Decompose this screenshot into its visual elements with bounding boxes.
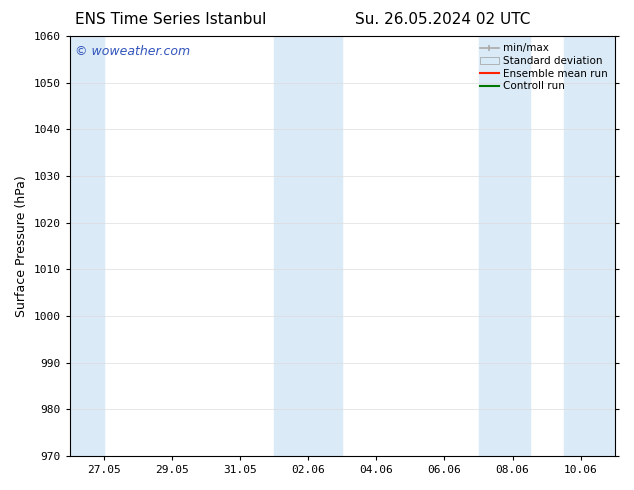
Bar — [479, 36, 529, 456]
Text: ENS Time Series Istanbul: ENS Time Series Istanbul — [75, 12, 266, 27]
Bar — [274, 36, 342, 456]
Y-axis label: Surface Pressure (hPa): Surface Pressure (hPa) — [15, 175, 28, 317]
Text: © woweather.com: © woweather.com — [75, 45, 190, 57]
Bar — [564, 36, 615, 456]
Legend: min/max, Standard deviation, Ensemble mean run, Controll run: min/max, Standard deviation, Ensemble me… — [478, 41, 610, 93]
Text: Su. 26.05.2024 02 UTC: Su. 26.05.2024 02 UTC — [355, 12, 531, 27]
Bar — [70, 36, 104, 456]
